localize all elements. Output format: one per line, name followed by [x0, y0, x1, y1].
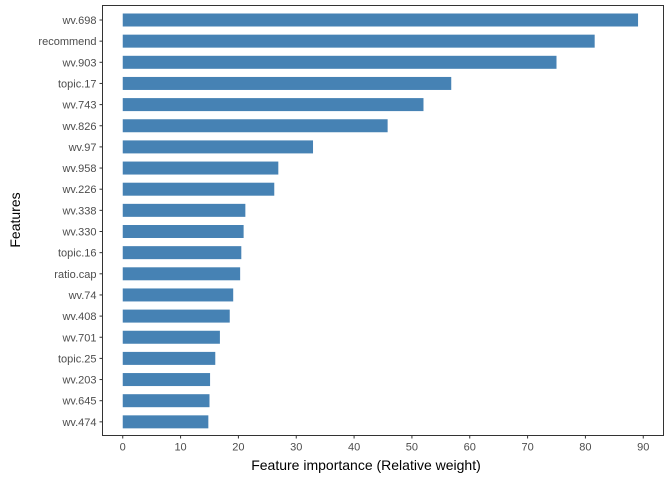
y-tick-label: wv.958: [61, 163, 96, 175]
bar-wv.701: [122, 330, 220, 344]
bar-wv.408: [122, 309, 230, 323]
y-tick-label: wv.74: [68, 290, 97, 302]
bar-topic.25: [122, 351, 216, 365]
y-tick-label: wv.97: [68, 142, 97, 154]
bar-wv.958: [122, 161, 279, 175]
x-axis-title: Feature importance (Relative weight): [251, 457, 481, 473]
x-tick-label: 50: [406, 442, 418, 454]
y-tick-label: wv.903: [61, 57, 96, 69]
y-tick-label: wv.701: [61, 332, 96, 344]
x-tick-label: 80: [579, 442, 591, 454]
y-axis: wv.698 recommend wv.903 topic.17 wv.743 wv.82…: [38, 15, 103, 429]
bar-wv.330: [122, 225, 244, 238]
x-tick-label: 10: [174, 442, 186, 454]
bar-wv.74: [122, 288, 234, 302]
bar-topic.17: [122, 76, 452, 90]
bar-wv.743: [122, 98, 424, 112]
bar-wv.203: [122, 373, 211, 387]
y-tick-label: wv.408: [61, 311, 96, 323]
bar-wv.338: [122, 203, 246, 217]
x-tick-label: 70: [521, 442, 533, 454]
x-tick-label: 20: [232, 442, 244, 454]
x-tick-label: 60: [464, 442, 476, 454]
bar-topic.16: [122, 246, 242, 260]
bar-wv.97: [122, 140, 314, 154]
x-tick-label: 30: [290, 442, 302, 454]
y-tick-label: wv.645: [61, 396, 96, 408]
y-tick-label: wv.338: [61, 205, 96, 217]
y-tick-label: topic.17: [58, 78, 97, 90]
y-tick-label: wv.226: [61, 184, 96, 196]
x-tick-label: 40: [348, 442, 360, 454]
bar-wv.698: [122, 13, 639, 27]
x-tick-label: 0: [120, 442, 126, 454]
y-tick-label: wv.203: [61, 375, 96, 387]
x-axis: 0 10 20 30 40 50 60 70 80 90: [120, 435, 649, 454]
y-tick-label: topic.25: [58, 353, 97, 365]
bars-group: [122, 13, 639, 429]
y-tick-label: wv.826: [61, 121, 96, 133]
y-tick-label: topic.16: [58, 248, 97, 260]
bar-wv.826: [122, 119, 388, 133]
y-tick-label: recommend: [38, 36, 96, 48]
y-tick-label: ratio.cap: [54, 269, 96, 281]
y-tick-label: wv.698: [61, 15, 96, 27]
bar-wv.474: [122, 415, 209, 429]
bar-wv.226: [122, 182, 275, 196]
y-axis-title: Features: [7, 192, 23, 247]
x-tick-label: 90: [637, 442, 649, 454]
plot-background: [102, 5, 664, 436]
y-tick-label: wv.743: [61, 100, 96, 112]
plot-border: [102, 5, 664, 436]
y-tick-label: wv.330: [61, 227, 96, 239]
bar-recommend: [122, 34, 595, 48]
bar-ratio.cap: [122, 267, 241, 281]
y-tick-label: wv.474: [61, 417, 96, 429]
bar-wv.645: [122, 394, 210, 408]
bar-wv.903: [122, 55, 557, 69]
